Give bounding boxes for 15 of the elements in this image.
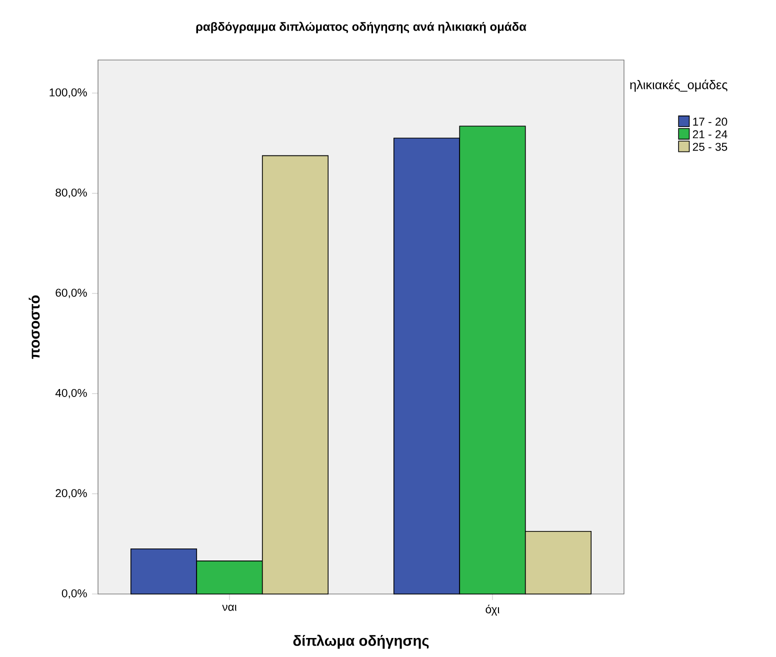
x-tick-label: ναι <box>222 604 237 611</box>
legend-label: 17 - 20 <box>693 118 728 126</box>
chart-title: ραβδόγραμμα διπλώματος οδήγησης ανά ηλικιακή ομάδα <box>196 22 526 34</box>
y-tick-label: 20,0% <box>56 489 87 498</box>
y-tick-label: 100,0% <box>50 88 87 98</box>
y-tick-label: 40,0% <box>55 388 87 398</box>
x-tick-label: όχι <box>486 604 500 616</box>
y-tick-label: 80,0% <box>56 188 87 198</box>
y-axis-title: ποσοστό <box>28 295 40 359</box>
legend-label: 21 - 24 <box>692 130 728 138</box>
legend-title: ηλικιακές_ομάδες <box>630 80 728 92</box>
y-tick-label: 60,0% <box>56 288 87 298</box>
y-tick-label: 0,0% <box>62 589 87 599</box>
x-axis-title: δίπλωμα οδήγησης <box>293 634 429 649</box>
legend-label: 25 - 35 <box>692 142 728 151</box>
